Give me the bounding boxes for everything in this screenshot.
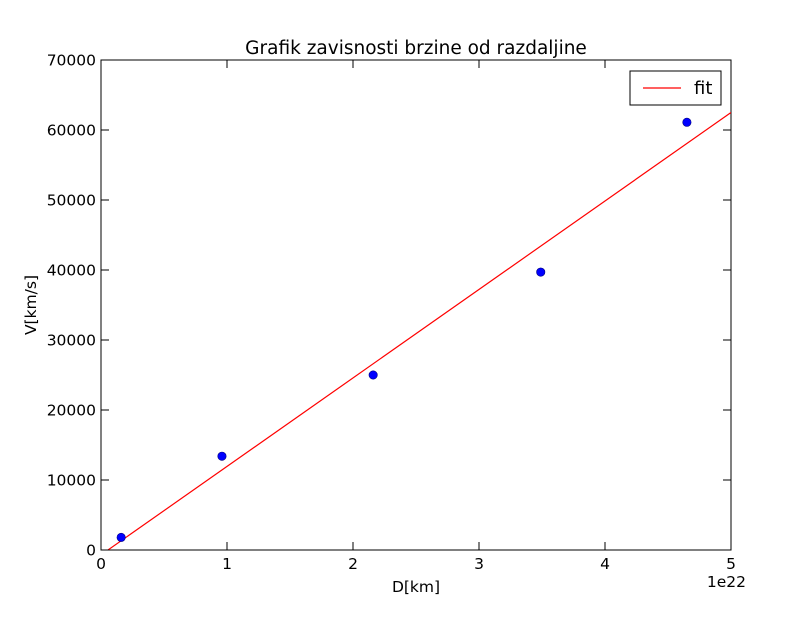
x-tick-label: 5 (726, 555, 736, 573)
y-tick-label: 20000 (47, 402, 96, 420)
x-tick-label: 0 (96, 555, 106, 573)
legend-fit-label: fit (694, 78, 712, 99)
x-axis-offset-label: 1e22 (707, 573, 746, 591)
y-tick-label: 10000 (47, 472, 96, 490)
x-tick-label: 1 (222, 555, 232, 573)
x-axis-ticks: 0 1 2 3 4 5 (96, 60, 736, 573)
data-point (217, 451, 227, 461)
data-point (682, 117, 692, 127)
data-points-layer (116, 117, 692, 542)
y-tick-label: 40000 (47, 262, 96, 280)
fit-line-layer (106, 112, 731, 550)
y-tick-label: 70000 (47, 52, 96, 70)
y-tick-label: 30000 (47, 332, 96, 350)
y-tick-label: 50000 (47, 192, 96, 210)
y-axis-label: V[km/s] (22, 275, 40, 335)
fit-line (106, 112, 731, 550)
data-point (368, 370, 378, 380)
chart-title: Grafik zavisnosti brzine od razdaljine (245, 38, 587, 59)
data-point (116, 532, 126, 542)
x-tick-label: 3 (474, 555, 484, 573)
x-tick-label: 4 (600, 555, 610, 573)
y-axis-ticks: 0 10000 20000 30000 40000 50000 60000 70000 (47, 52, 731, 560)
plot-area (100, 59, 732, 551)
x-axis-label: D[km] (392, 578, 440, 596)
y-tick-label: 0 (86, 542, 96, 560)
data-point (536, 267, 546, 277)
x-tick-label: 2 (348, 555, 358, 573)
legend: fit (629, 70, 722, 106)
y-tick-label: 60000 (47, 122, 96, 140)
